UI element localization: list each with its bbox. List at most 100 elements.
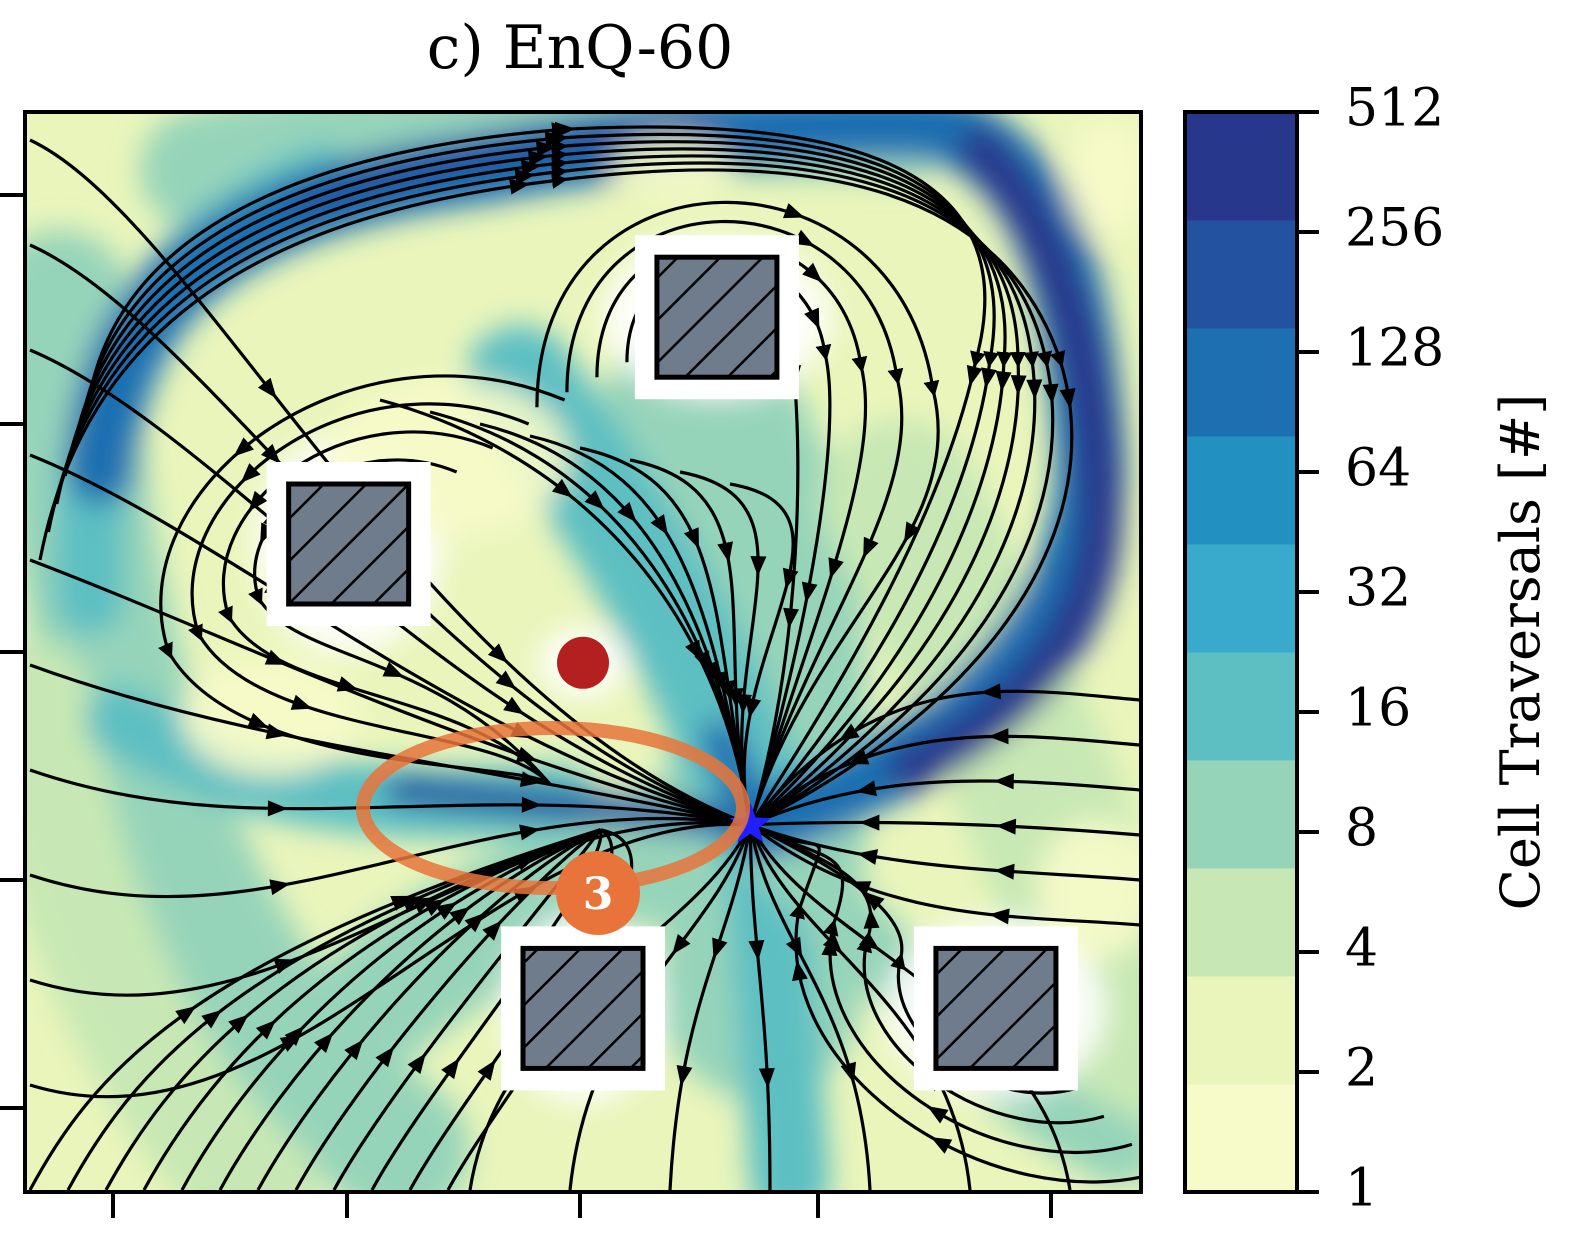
streamline-arrow xyxy=(412,897,434,914)
streamline-arrow xyxy=(515,746,538,762)
streamline-arrow xyxy=(995,818,1017,835)
streamline-arrow xyxy=(407,1053,426,1074)
streamline-arrow xyxy=(260,443,281,464)
colorbar-band xyxy=(1185,220,1297,329)
annotation: 3 xyxy=(356,721,750,935)
streamline-arrow xyxy=(482,920,502,941)
streamline-arrow xyxy=(617,501,637,523)
streamline-arrow xyxy=(521,796,542,813)
streamline-arrow xyxy=(248,490,268,512)
streamline xyxy=(749,689,1141,826)
streamline-arrow xyxy=(745,697,762,719)
colorbar-band xyxy=(1185,112,1297,221)
colorbar-label: Cell Traversals [#] xyxy=(1489,394,1552,911)
streamline-arrow xyxy=(477,1059,496,1081)
goal-star-marker xyxy=(729,802,772,843)
streamline xyxy=(29,453,751,827)
streamline-arrow xyxy=(993,773,1014,790)
streamline-arrow xyxy=(995,370,1012,392)
streamline xyxy=(294,828,602,1191)
streamline-arrow xyxy=(838,723,860,742)
streamline xyxy=(749,823,1133,1154)
chart-title: c) EnQ-60 xyxy=(427,13,734,83)
streamline-arrow xyxy=(821,935,838,956)
colorbar-tick-label: 256 xyxy=(1345,199,1444,259)
streamline-arrow xyxy=(495,670,517,690)
streamline-arrow xyxy=(859,814,880,831)
streamline-arrow xyxy=(750,556,767,577)
streamline-arrow xyxy=(375,1046,395,1068)
streamline-arrow xyxy=(449,906,471,926)
streamline-arrow xyxy=(336,676,359,692)
streamline-arrow xyxy=(785,936,803,959)
colorbar-tick-label: 4 xyxy=(1345,919,1378,979)
streamline xyxy=(565,219,904,826)
colorbar-band xyxy=(1185,544,1297,653)
colorbar-band xyxy=(1185,328,1297,437)
streamline-arrow xyxy=(717,541,733,563)
streamline-arrow xyxy=(255,1019,276,1040)
streamline-arrow xyxy=(1042,383,1059,405)
markers xyxy=(557,636,772,843)
streamline xyxy=(29,558,751,827)
obstacle-middle-left xyxy=(286,481,412,607)
streamline-arrow xyxy=(782,567,799,590)
streamline xyxy=(629,458,752,826)
colorbar-tick-label: 512 xyxy=(1345,79,1444,139)
streamline-arrow xyxy=(519,771,541,788)
streamline-arrow xyxy=(683,527,699,549)
streamline-arrow xyxy=(464,912,485,933)
streamline-arrow xyxy=(382,661,405,678)
streamline-arrow xyxy=(988,728,1009,745)
colorbar-band xyxy=(1185,652,1297,761)
colorbar-tick-label: 64 xyxy=(1345,439,1411,499)
streamline xyxy=(535,200,940,826)
streamline xyxy=(748,824,972,1191)
streamline xyxy=(29,768,751,827)
obstacle-top-middle xyxy=(654,254,780,380)
streamline-arrow xyxy=(748,939,765,961)
streamline-arrow xyxy=(519,824,541,841)
streamline xyxy=(750,820,1141,837)
streamline-arrow xyxy=(267,800,288,817)
streamline-arrow xyxy=(727,688,744,709)
streamline xyxy=(29,663,751,827)
streamline-arrow xyxy=(650,514,668,536)
streamline-arrow xyxy=(175,1006,197,1025)
clear-zone xyxy=(180,656,361,777)
streamline xyxy=(729,482,795,826)
streamline-arrow xyxy=(551,478,573,498)
colorbar-band xyxy=(1185,976,1297,1085)
streamline-arrow xyxy=(520,159,542,176)
start-marker xyxy=(557,636,609,689)
axis-ticks xyxy=(0,193,1053,1218)
streamline-arrow xyxy=(257,377,277,399)
colorbar-frame xyxy=(1183,110,1299,1194)
streamline-arrow xyxy=(1059,388,1076,409)
colorbar-tick-label: 8 xyxy=(1345,799,1378,859)
streamline-arrow xyxy=(1010,375,1027,396)
streamline xyxy=(29,822,751,1099)
streamline xyxy=(529,434,752,826)
streamline-arrow xyxy=(804,307,820,330)
streamline xyxy=(749,734,1141,827)
streamline xyxy=(142,828,601,1191)
annotation-badge xyxy=(556,851,640,935)
heat-band xyxy=(820,420,1141,1180)
streamline-arrow xyxy=(527,150,549,167)
colorbar-band xyxy=(1185,1084,1297,1193)
streamline-arrow xyxy=(1026,379,1043,400)
streamline-arrow xyxy=(792,960,808,982)
streamline xyxy=(88,122,987,826)
streamline-arrow xyxy=(284,1026,305,1047)
streamline-arrow xyxy=(228,1014,249,1034)
streamline-arrow xyxy=(273,958,295,974)
streamline xyxy=(749,823,1141,927)
heat-band xyxy=(25,640,320,1192)
colorbar: 1 2 4 8 16 32 64 128 256 512 xyxy=(1183,79,1444,1219)
streamline-arrow xyxy=(859,931,880,951)
streamline-arrow xyxy=(712,937,728,959)
annotation-badge-label: 3 xyxy=(583,869,614,920)
obstacles xyxy=(266,235,1078,1091)
streamline-arrow xyxy=(847,749,870,765)
